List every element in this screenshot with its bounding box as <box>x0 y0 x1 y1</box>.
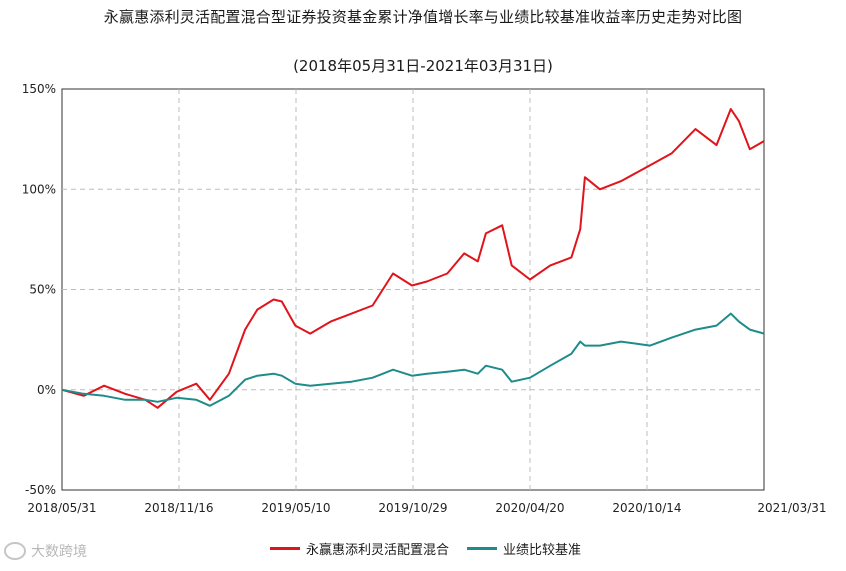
series-line-fund <box>61 108 765 409</box>
watermark: 大数跨境 <box>4 541 87 561</box>
x-tick-label: 2018/11/16 <box>144 501 213 515</box>
x-tick-label: 2019/05/10 <box>261 501 330 515</box>
legend-label-benchmark: 业绩比较基准 <box>503 543 582 558</box>
x-tick-label: 2021/03/31 <box>757 501 826 515</box>
x-tick-label: 2020/10/14 <box>612 501 681 515</box>
x-tick-label: 2020/04/20 <box>495 501 564 515</box>
legend-item-fund: 永赢惠添利灵活配置混合 <box>270 539 449 558</box>
legend-label-fund: 永赢惠添利灵活配置混合 <box>306 543 450 558</box>
x-tick-label: 2019/10/29 <box>378 501 447 515</box>
y-tick-label: 150% <box>22 82 56 96</box>
watermark-text: 大数跨境 <box>31 544 87 560</box>
x-tick-label: 2018/05/31 <box>27 501 96 515</box>
legend-swatch-fund <box>270 547 300 550</box>
y-tick-label: 0% <box>37 383 56 397</box>
chart-subtitle: (2018年05月31日-2021年03月31日) <box>293 57 553 75</box>
y-tick-label: 50% <box>29 283 56 297</box>
chart-title: 永赢惠添利灵活配置混合型证券投资基金累计净值增长率与业绩比较基准收益率历史走势对… <box>103 8 743 26</box>
legend-swatch-benchmark <box>467 547 498 550</box>
y-tick-label: 100% <box>22 182 56 196</box>
series-line-benchmark <box>61 312 765 407</box>
legend-item-benchmark: 业绩比较基准 <box>467 539 581 558</box>
watermark-logo-icon <box>4 542 26 560</box>
legend: 永赢惠添利灵活配置混合 业绩比较基准 <box>270 539 599 558</box>
y-tick-label: -50% <box>25 483 56 497</box>
